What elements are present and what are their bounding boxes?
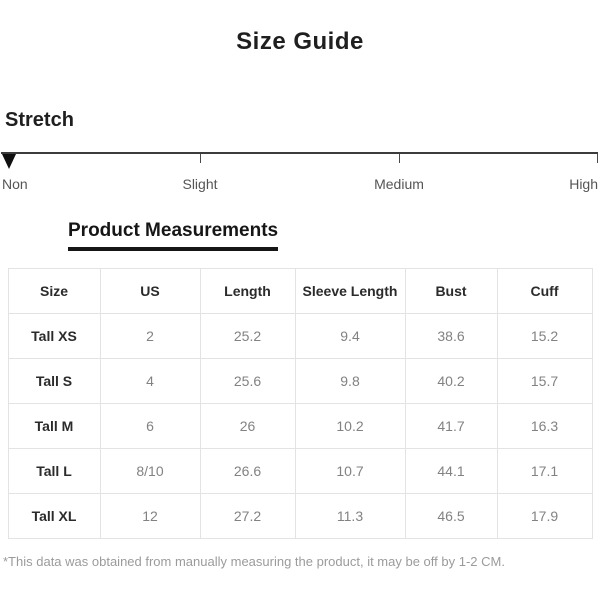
stretch-pointer-triangle-icon	[2, 154, 16, 169]
cell-us: 8/10	[99, 448, 201, 494]
cell-bust: 44.1	[404, 448, 498, 494]
table-row: Tall L 8/10 26.6 10.7 44.1 17.1	[7, 448, 593, 494]
column-header-cuff: Cuff	[496, 268, 593, 314]
cell-cuff: 15.7	[496, 358, 593, 404]
cell-sleeve-length: 9.4	[294, 313, 406, 359]
cell-size: Tall XL	[7, 493, 101, 539]
stretch-scale-line	[1, 152, 598, 154]
cell-cuff: 17.1	[496, 448, 593, 494]
cell-cuff: 16.3	[496, 403, 593, 449]
cell-length: 26	[199, 403, 296, 449]
column-header-length: Length	[199, 268, 296, 314]
cell-bust: 40.2	[404, 358, 498, 404]
cell-bust: 41.7	[404, 403, 498, 449]
stretch-level-medium: Medium	[374, 176, 424, 192]
column-header-size: Size	[7, 268, 101, 314]
column-header-bust: Bust	[404, 268, 498, 314]
column-header-sleeve-length: Sleeve Length	[294, 268, 406, 314]
stretch-tick-high	[597, 154, 598, 163]
cell-sleeve-length: 10.7	[294, 448, 406, 494]
cell-length: 26.6	[199, 448, 296, 494]
stretch-tick-medium	[399, 154, 400, 163]
cell-us: 12	[99, 493, 201, 539]
cell-cuff: 15.2	[496, 313, 593, 359]
cell-size: Tall M	[7, 403, 101, 449]
stretch-scale: Non Slight Medium High	[0, 152, 600, 198]
cell-cuff: 17.9	[496, 493, 593, 539]
cell-length: 27.2	[199, 493, 296, 539]
table-row: Tall XS 2 25.2 9.4 38.6 15.2	[7, 313, 593, 359]
table-row: Tall M 6 26 10.2 41.7 16.3	[7, 403, 593, 449]
cell-size: Tall S	[7, 358, 101, 404]
cell-bust: 38.6	[404, 313, 498, 359]
cell-us: 4	[99, 358, 201, 404]
measurements-table: Size US Length Sleeve Length Bust Cuff T…	[7, 268, 593, 539]
cell-sleeve-length: 10.2	[294, 403, 406, 449]
stretch-tick-slight	[200, 154, 201, 163]
cell-bust: 46.5	[404, 493, 498, 539]
cell-length: 25.2	[199, 313, 296, 359]
stretch-section-label: Stretch	[5, 109, 74, 131]
cell-length: 25.6	[199, 358, 296, 404]
measurements-heading-wrap: Product Measurements	[68, 220, 600, 251]
cell-us: 2	[99, 313, 201, 359]
measurements-heading: Product Measurements	[68, 220, 279, 251]
cell-us: 6	[99, 403, 201, 449]
stretch-level-non: Non	[2, 176, 28, 192]
stretch-level-high: High	[569, 176, 598, 192]
page-title: Size Guide	[236, 28, 364, 55]
cell-size: Tall XS	[7, 313, 101, 359]
cell-sleeve-length: 11.3	[294, 493, 406, 539]
table-row: Tall S 4 25.6 9.8 40.2 15.7	[7, 358, 593, 404]
measurement-disclaimer: *This data was obtained from manually me…	[3, 554, 505, 569]
column-header-us: US	[99, 268, 201, 314]
cell-size: Tall L	[7, 448, 101, 494]
table-row: Tall XL 12 27.2 11.3 46.5 17.9	[7, 493, 593, 539]
stretch-level-slight: Slight	[182, 176, 218, 192]
table-header-row: Size US Length Sleeve Length Bust Cuff	[7, 268, 593, 314]
cell-sleeve-length: 9.8	[294, 358, 406, 404]
